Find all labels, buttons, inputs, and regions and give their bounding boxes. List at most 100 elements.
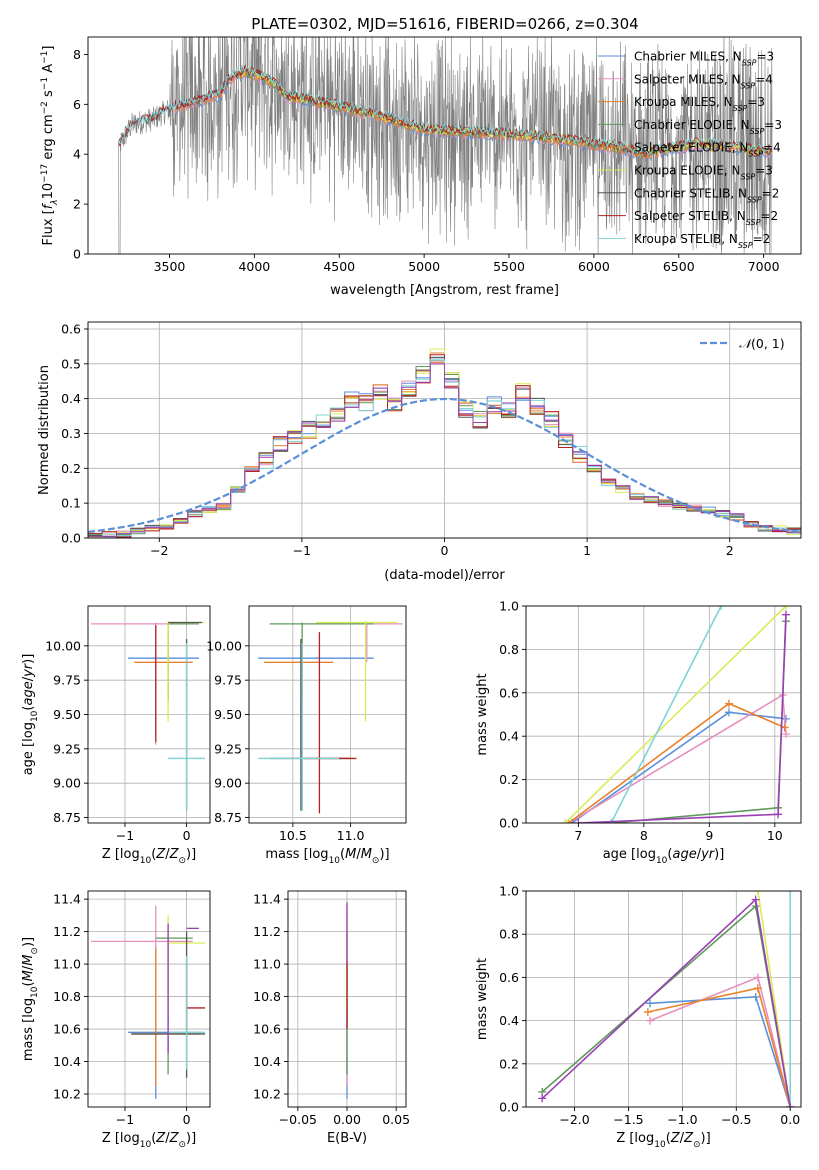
mass_age-xtick-label: 11.0 xyxy=(337,828,365,843)
residuals-legend-entry: 𝒩(0, 1) xyxy=(739,336,785,351)
age_weight-xtick-label: 10 xyxy=(767,828,783,843)
z_weight-xlabel: Z [log10(Z/Z⊙)] xyxy=(616,1131,710,1150)
age_weight-series-line xyxy=(564,606,787,823)
age_weight-point-marker xyxy=(774,810,783,819)
residuals-legend: 𝒩(0, 1) xyxy=(700,336,785,351)
residuals-xtick-label: 0 xyxy=(441,543,449,558)
z_weight-point-marker xyxy=(753,984,762,993)
age_weight-ytick-label: 0.8 xyxy=(499,642,519,657)
age_weight-point-marker xyxy=(781,610,790,619)
age_weight-ytick-label: 0.2 xyxy=(499,772,519,787)
age_weight-ytick-label: 0.0 xyxy=(499,816,519,831)
residuals-ytick-label: 0.4 xyxy=(61,391,81,406)
z_weight-point-marker xyxy=(751,895,760,904)
mass_age-plot-area xyxy=(258,621,403,814)
z_weight-point-marker xyxy=(538,1094,547,1103)
spectrum-legend-entry: Kroupa ELODIE, NSSP=3 xyxy=(634,164,773,182)
spectrum-xtick-label: 4000 xyxy=(238,259,270,274)
spectrum-ytick-label: 0 xyxy=(73,247,81,262)
age_weight-xtick-label: 9 xyxy=(705,828,713,843)
z_mass-plot-area xyxy=(91,905,206,1099)
mass_age-ytick-label: 9.75 xyxy=(214,673,242,688)
residuals-ytick-label: 0.5 xyxy=(61,356,81,371)
spectrum-legend-entry: Kroupa STELIB, NSSP=2 xyxy=(634,232,770,250)
z_mass-ytick-label: 11.4 xyxy=(53,892,81,907)
ebv_mass-ytick-label: 10.4 xyxy=(253,1054,281,1069)
z_weight-point-marker xyxy=(751,992,760,1001)
z_mass-axes: −1 0 10.2 10.4 10.6 10.8 11.0 11.2 11.4 Z [log10(… xyxy=(21,890,211,1150)
z_weight-ytick-label: 0.2 xyxy=(499,1056,519,1071)
z_age-ytick-label: 9.75 xyxy=(53,673,81,688)
z_weight-xtick-label: −1.5 xyxy=(613,1112,643,1127)
age_weight-frame xyxy=(525,605,802,824)
ebv_mass-xtick-label: −0.05 xyxy=(279,1112,317,1127)
spectrum-ytick-label: 2 xyxy=(73,197,81,212)
spectrum-legend-entry: Salpeter ELODIE, NSSP=4 xyxy=(634,141,781,159)
residuals-xtick-label: 2 xyxy=(726,543,734,558)
z_weight-series-line xyxy=(541,904,791,1107)
z_mass-ylabel: mass [log10(M/M⊙)] xyxy=(21,937,40,1061)
residuals-ytick-label: 0.1 xyxy=(61,496,81,511)
figure-title: PLATE=0302, MJD=51616, FIBERID=0266, z=0… xyxy=(251,15,638,33)
residuals-ylabel: Normed distribution xyxy=(37,365,52,495)
z_weight-ytick-label: 0.6 xyxy=(499,970,519,985)
gaussian-curve xyxy=(88,397,801,533)
spectrum-frame xyxy=(87,36,802,255)
z_weight-series-line xyxy=(649,995,791,1107)
z_weight-plot-area xyxy=(538,891,795,1107)
spectrum-legend-entry: Salpeter STELIB, NSSP=2 xyxy=(634,209,778,227)
residuals-xlabel: (data-model)/error xyxy=(384,568,505,583)
z_weight-axes: −2.0 −1.5 −1.0 −0.5 0.0 0.0 0.2 0.4 0.6 0.8 1.0 Z [… xyxy=(475,884,802,1150)
z_weight-point-marker xyxy=(786,1103,795,1107)
z_mass-ytick-label: 10.6 xyxy=(53,1022,81,1037)
z_mass-ytick-label: 10.4 xyxy=(53,1054,81,1069)
z_mass-xtick-label: −1 xyxy=(116,1112,134,1127)
spectrum-model-line xyxy=(118,64,773,156)
age_weight-xlabel: age [log10(age/yr)] xyxy=(603,847,725,866)
z_age-ytick-label: 9.25 xyxy=(53,741,81,756)
residuals-axes: −2 −1 0 1 2 0.0 0.1 0.2 0.3 0.4 0.5 0.6 𝒩(0, 1) (data… xyxy=(37,321,802,583)
spectrum-data-line xyxy=(118,37,773,254)
z_mass-ytick-label: 10.2 xyxy=(53,1087,81,1102)
ebv_mass-xtick-label: 0.00 xyxy=(333,1112,361,1127)
age_weight-point-marker xyxy=(724,699,733,708)
mass_age-ytick-label: 8.75 xyxy=(214,810,242,825)
spectrum-legend-entry: Chabrier MILES, NSSP=3 xyxy=(634,50,774,68)
residuals-ytick-label: 0.2 xyxy=(61,461,81,476)
spectrum-plot-area xyxy=(118,37,773,254)
z_weight-point-marker xyxy=(753,891,762,895)
age_weight-point-marker xyxy=(781,714,790,723)
mass_age-xtick-label: 10.5 xyxy=(279,828,307,843)
z_mass-frame xyxy=(87,890,211,1108)
age_weight-point-marker xyxy=(781,730,790,739)
ebv_mass-ytick-label: 11.0 xyxy=(253,957,281,972)
z_weight-xtick-label: −2.0 xyxy=(559,1112,589,1127)
residuals-ytick-label: 0.3 xyxy=(61,426,81,441)
z_weight-series-line xyxy=(647,987,791,1107)
spectrum-xtick-label: 5500 xyxy=(493,259,525,274)
mass_age-ytick-label: 9.00 xyxy=(214,776,242,791)
residual-hist-line xyxy=(88,363,801,537)
z_weight-ylabel: mass weight xyxy=(475,958,490,1040)
z_weight-ytick-label: 0.8 xyxy=(499,927,519,942)
age_weight-xtick-label: 7 xyxy=(574,828,582,843)
spectrum-ytick-label: 4 xyxy=(73,147,81,162)
age_weight-point-marker xyxy=(607,819,616,823)
z_weight-point-marker xyxy=(786,891,795,895)
age_weight-series-line xyxy=(568,702,785,823)
mass_age-ytick-label: 9.25 xyxy=(214,741,242,756)
z_age-axes: −1 0 8.75 9.00 9.25 9.50 9.75 10.00 Z [log10(Z/Z… xyxy=(21,605,211,866)
ebv_mass-ytick-label: 10.6 xyxy=(253,1022,281,1037)
z_weight-xtick-label: −1.0 xyxy=(667,1112,697,1127)
spectrum-xtick-label: 3500 xyxy=(154,259,186,274)
residuals-plot-area xyxy=(88,348,801,538)
age_weight-point-marker xyxy=(781,606,790,610)
z_age-ytick-label: 9.50 xyxy=(53,707,81,722)
age_weight-series-line xyxy=(571,711,786,823)
age_weight-series-line xyxy=(610,606,722,823)
spectrum-ytick-label: 8 xyxy=(73,47,81,62)
mass_age-axes: 10.5 11.0 8.75 9.00 9.25 9.50 9.75 10.00 mass [l… xyxy=(206,605,407,866)
spectrum-xlabel: wavelength [Angstrom, rest frame] xyxy=(330,283,559,298)
z_weight-ytick-label: 0.0 xyxy=(499,1100,519,1115)
